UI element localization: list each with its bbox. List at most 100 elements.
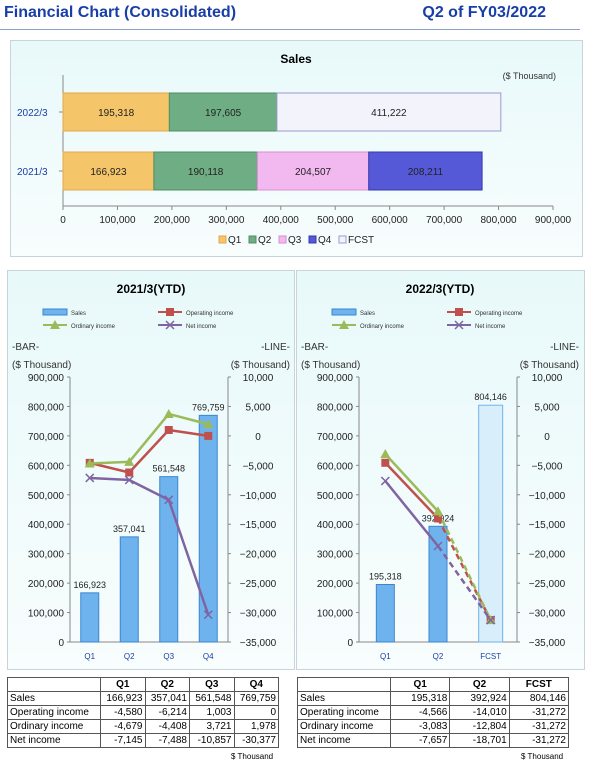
table-header-row: Q1 Q2 Q3 Q4 [7, 677, 279, 692]
sales-legend-label: FCST [348, 235, 374, 246]
sales-bar-label: 804,146 [474, 392, 507, 402]
ytd-2022-panel: 2022/3(YTD) Sales Operating income Ordinary… [296, 270, 585, 670]
bar-y-tick-label: 100,000 [28, 609, 65, 620]
table-cell: -18,701 [449, 733, 510, 748]
sales-x-tick-label: 900,000 [535, 215, 572, 226]
sales-x-tick-label: 600,000 [372, 215, 409, 226]
table-cell: 392,924 [449, 691, 510, 706]
bar-y-tick-label: 800,000 [317, 402, 354, 413]
table-row-label: Operating income [7, 705, 101, 720]
line-marker [454, 320, 464, 330]
line-marker [164, 425, 173, 434]
table-row: Net income -7,145 -7,488 -10,857 -30,377 [7, 733, 279, 748]
table-row-label: Sales [297, 691, 391, 706]
line-segment-net-income [436, 545, 492, 621]
bar-y-tick-label: 600,000 [28, 461, 65, 472]
sales-x-tick-label: 500,000 [317, 215, 354, 226]
sales-bar [159, 476, 179, 643]
sales-chart: Sales ($ Thousand) 0 100,000 200,000 300,000 4… [17, 52, 572, 246]
sales-bar [428, 525, 448, 643]
bar-y-tick-label: 200,000 [28, 579, 65, 590]
sales-data-label: 197,605 [205, 108, 242, 119]
table-row-label: Ordinary income [7, 719, 101, 734]
line-y-tick-label: −15,000 [529, 520, 566, 531]
table-row-label: Ordinary income [297, 719, 391, 734]
ytd-legend-label: Sales [360, 311, 375, 317]
line-y-tick-label: −10,000 [529, 491, 566, 502]
bar-unit-label: ($ Thousand) [12, 360, 71, 371]
bar-y-tick-label: 700,000 [28, 432, 65, 443]
bar-y-tick-label: 400,000 [28, 520, 65, 531]
table-row: Operating income -4,580 -6,214 1,003 0 [7, 705, 279, 720]
table-cell: -7,488 [144, 733, 190, 748]
table-cell: -10,857 [189, 733, 235, 748]
table-header-row: Q1 Q2 FCST [297, 677, 570, 692]
table-cell: 195,318 [389, 691, 451, 706]
sales-data-label: 204,507 [295, 167, 332, 178]
line-y-tick-label: 0 [544, 432, 550, 443]
table-cell: -31,272 [508, 719, 570, 734]
sales-legend-label: Q3 [288, 235, 302, 246]
table-cell: -14,010 [449, 705, 510, 720]
line-marker [204, 431, 213, 440]
bar-y-tick-label: 500,000 [28, 491, 65, 502]
sales-bar [119, 536, 139, 643]
sales-legend-label: Q1 [228, 235, 242, 246]
sales-x-tick-label: 300,000 [208, 215, 245, 226]
line-marker [455, 308, 463, 316]
table-cell: -3,083 [389, 719, 451, 734]
sales-bar-q3 [256, 151, 370, 191]
table-cell: -6,214 [144, 705, 190, 720]
table-header-cell: Q2 [144, 677, 190, 692]
table-cell: 357,041 [144, 691, 190, 706]
line-y-tick-label: −20,000 [240, 550, 277, 561]
table-cell: 769,759 [233, 691, 279, 706]
line-y-tick-label: 5,000 [534, 402, 559, 413]
table-cell: -7,657 [389, 733, 451, 748]
line-y-tick-label: −30,000 [240, 609, 277, 620]
table-header-cell: FCST [508, 677, 570, 692]
line-axis-label: -LINE- [550, 342, 579, 353]
table-cell: 3,721 [189, 719, 235, 734]
line-y-tick-label: −10,000 [240, 491, 277, 502]
table-row: Net income -7,657 -18,701 -31,272 [297, 733, 570, 748]
sales-bar-label: 769,759 [192, 402, 225, 412]
sales-x-tick-label: 400,000 [263, 215, 300, 226]
sales-bar-label: 195,318 [369, 571, 402, 581]
line-marker [339, 320, 349, 329]
line-marker [163, 408, 174, 418]
table-cell: -7,145 [100, 733, 146, 748]
line-marker [85, 473, 95, 483]
ytd-2022-chart: 2022/3(YTD) Sales Operating income Ordinary… [301, 282, 579, 661]
x-tick-label: Q1 [84, 652, 95, 661]
bar-y-tick-label: 800,000 [28, 402, 65, 413]
sales-bar-label: 166,923 [73, 580, 106, 590]
ytd-legend-label: Operating income [475, 311, 523, 317]
sales-legend-swatch [308, 235, 317, 244]
sales-x-tick-label: 0 [60, 215, 66, 226]
ytd-legend-label: Ordinary income [360, 324, 405, 330]
sales-legend-swatch [278, 235, 287, 244]
x-tick-label: Q3 [163, 652, 174, 661]
line-y-tick-label: −30,000 [529, 609, 566, 620]
bar-y-tick-label: 700,000 [317, 432, 354, 443]
table-unit-note-2022: $ Thousand [521, 752, 564, 761]
table-header-cell: Q2 [449, 677, 510, 692]
line-marker [203, 419, 214, 429]
sales-bar-q4 [368, 151, 483, 191]
bar-axis-label: -BAR- [301, 342, 328, 353]
bar-y-tick-label: 200,000 [317, 579, 354, 590]
bar-y-tick-label: 600,000 [317, 461, 354, 472]
line-y-tick-label: −20,000 [529, 550, 566, 561]
sales-legend-swatch [218, 235, 227, 244]
line-marker [124, 456, 135, 466]
table-cell: -12,804 [449, 719, 510, 734]
sales-x-tick-label: 800,000 [480, 215, 517, 226]
sales-bar [198, 414, 218, 643]
line-y-tick-label: 5,000 [245, 402, 270, 413]
line-marker [433, 506, 443, 516]
sales-bar-label: 357,041 [113, 524, 146, 534]
sales-data-label: 190,118 [188, 167, 224, 178]
table-row-label: Sales [7, 691, 101, 706]
line-segment-operating-income [384, 461, 439, 520]
